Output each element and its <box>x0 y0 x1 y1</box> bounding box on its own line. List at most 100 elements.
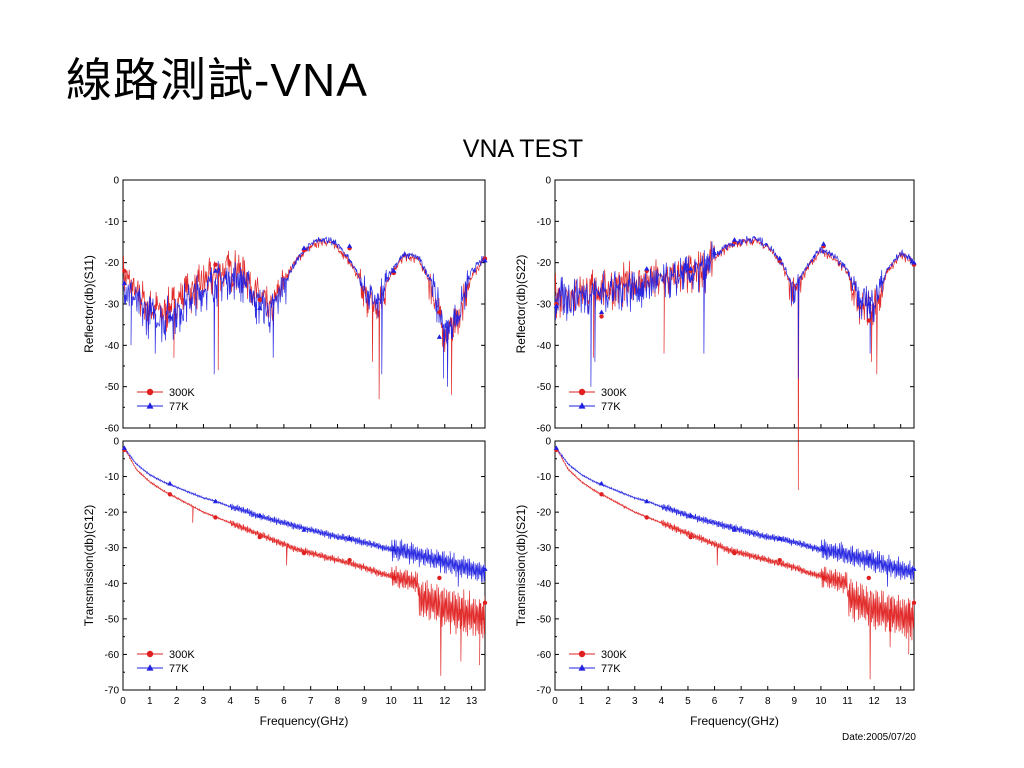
marker-77k <box>553 445 559 450</box>
legend-label: 77K <box>601 401 621 413</box>
legend-label: 300K <box>601 649 627 661</box>
marker-77k <box>644 498 650 504</box>
marker-77k <box>436 334 443 339</box>
y-tick-label: -10 <box>105 472 120 483</box>
x-tick-label: 2 <box>174 696 180 707</box>
y-tick-label: -20 <box>105 508 120 519</box>
marker-300k <box>911 600 917 606</box>
marker-300k <box>257 297 262 303</box>
x-tick-label: 4 <box>227 696 233 707</box>
y-axis-label: Transmission(db)(S21) <box>514 505 528 627</box>
y-tick-label: -20 <box>537 508 552 519</box>
y-tick-label: -40 <box>537 341 552 352</box>
legend-marker-triangle <box>146 664 154 671</box>
x-tick-label: 9 <box>792 696 798 707</box>
legend-label: 300K <box>169 649 195 661</box>
legend-label: 300K <box>169 387 195 399</box>
y-tick-label: -60 <box>105 650 120 661</box>
marker-300k <box>437 575 442 581</box>
marker-77k <box>257 512 263 518</box>
slide-title-latin: -VNA <box>254 54 368 106</box>
marker-300k <box>732 550 737 556</box>
y-tick-label: -70 <box>537 686 552 697</box>
y-tick-label: -20 <box>105 258 120 269</box>
x-axis-label: Frequency(GHz) <box>260 714 349 728</box>
y-tick-label: -50 <box>105 382 120 393</box>
x-tick-label: 12 <box>439 696 451 707</box>
marker-300k <box>599 492 604 497</box>
series-line-300k <box>555 237 914 491</box>
marker-77k <box>482 257 488 263</box>
x-tick-label: 3 <box>201 696 207 707</box>
y-tick-label: -60 <box>537 424 552 435</box>
marker-77k <box>121 280 127 286</box>
marker-77k <box>911 566 917 571</box>
legend-label: 77K <box>169 663 189 675</box>
marker-300k <box>866 575 871 581</box>
y-tick-label: -50 <box>537 382 552 393</box>
series-line-77k <box>555 446 914 587</box>
marker-300k <box>122 268 127 274</box>
marker-77k <box>301 245 307 250</box>
marker-77k <box>688 266 694 271</box>
marker-77k <box>391 546 397 552</box>
marker-300k <box>866 318 871 323</box>
legend-marker-circle <box>578 388 586 396</box>
legend: 300K 77K <box>137 649 195 675</box>
y-axis-label: Reflector(db)(S11) <box>82 255 96 353</box>
marker-77k <box>598 480 605 486</box>
y-tick-label: -30 <box>105 543 120 554</box>
panel-s21: 0-10-20-30-40-50-60-700 1 2 3 4 5 6 7 8 9 10 11 12 13… <box>514 437 917 728</box>
marker-77k <box>644 266 650 271</box>
y-tick-label: 0 <box>545 437 551 448</box>
marker-77k <box>167 313 173 319</box>
legend-marker-circle <box>146 388 154 396</box>
x-tick-label: 11 <box>413 696 424 707</box>
marker-77k <box>553 303 559 308</box>
x-tick-label: 4 <box>659 696 665 707</box>
series-line-77k <box>123 236 485 387</box>
marker-77k <box>866 555 872 561</box>
marker-77k <box>777 255 783 261</box>
slide-title: 線路測試-VNA <box>66 44 368 110</box>
y-tick-label: -60 <box>105 424 120 435</box>
marker-77k <box>121 445 127 450</box>
y-tick-label: -50 <box>105 614 120 625</box>
y-tick-label: -60 <box>537 650 552 661</box>
y-axis-label: Transmission(db)(S12) <box>82 505 96 627</box>
marker-77k <box>866 301 872 306</box>
y-tick-label: -50 <box>537 614 552 625</box>
x-tick-label: 13 <box>895 696 907 707</box>
marker-300k <box>213 515 218 520</box>
marker-77k <box>391 268 397 273</box>
marker-77k <box>212 268 219 273</box>
x-tick-label: 10 <box>386 696 398 707</box>
x-tick-label: 8 <box>765 696 771 707</box>
marker-77k <box>777 536 783 541</box>
marker-77k <box>731 237 738 242</box>
y-tick-label: 0 <box>113 176 119 187</box>
legend-marker-triangle <box>146 402 154 409</box>
x-tick-label: 0 <box>120 696 126 707</box>
marker-77k <box>731 527 738 532</box>
marker-77k <box>911 259 917 265</box>
marker-300k <box>821 575 826 581</box>
x-tick-label: 2 <box>605 696 611 707</box>
y-tick-label: -30 <box>105 300 120 311</box>
panel-s12: 0-10-20-30-40-50-60-700 1 2 3 4 5 6 7 8 9 10 11 12 13… <box>82 437 488 728</box>
marker-300k <box>391 575 397 581</box>
x-tick-label: 6 <box>281 696 287 707</box>
legend-label: 300K <box>601 387 627 399</box>
x-tick-label: 13 <box>466 696 478 707</box>
y-tick-label: -40 <box>537 579 552 590</box>
x-axis-label: Frequency(GHz) <box>690 714 779 728</box>
marker-300k <box>688 534 693 540</box>
legend: 300K 77K <box>137 387 195 413</box>
marker-300k <box>437 310 442 315</box>
marker-77k <box>257 305 263 310</box>
legend: 300K 77K <box>569 387 627 413</box>
marker-300k <box>644 515 649 520</box>
marker-300k <box>167 305 173 311</box>
marker-77k <box>346 536 353 541</box>
legend-marker-circle <box>578 650 586 658</box>
